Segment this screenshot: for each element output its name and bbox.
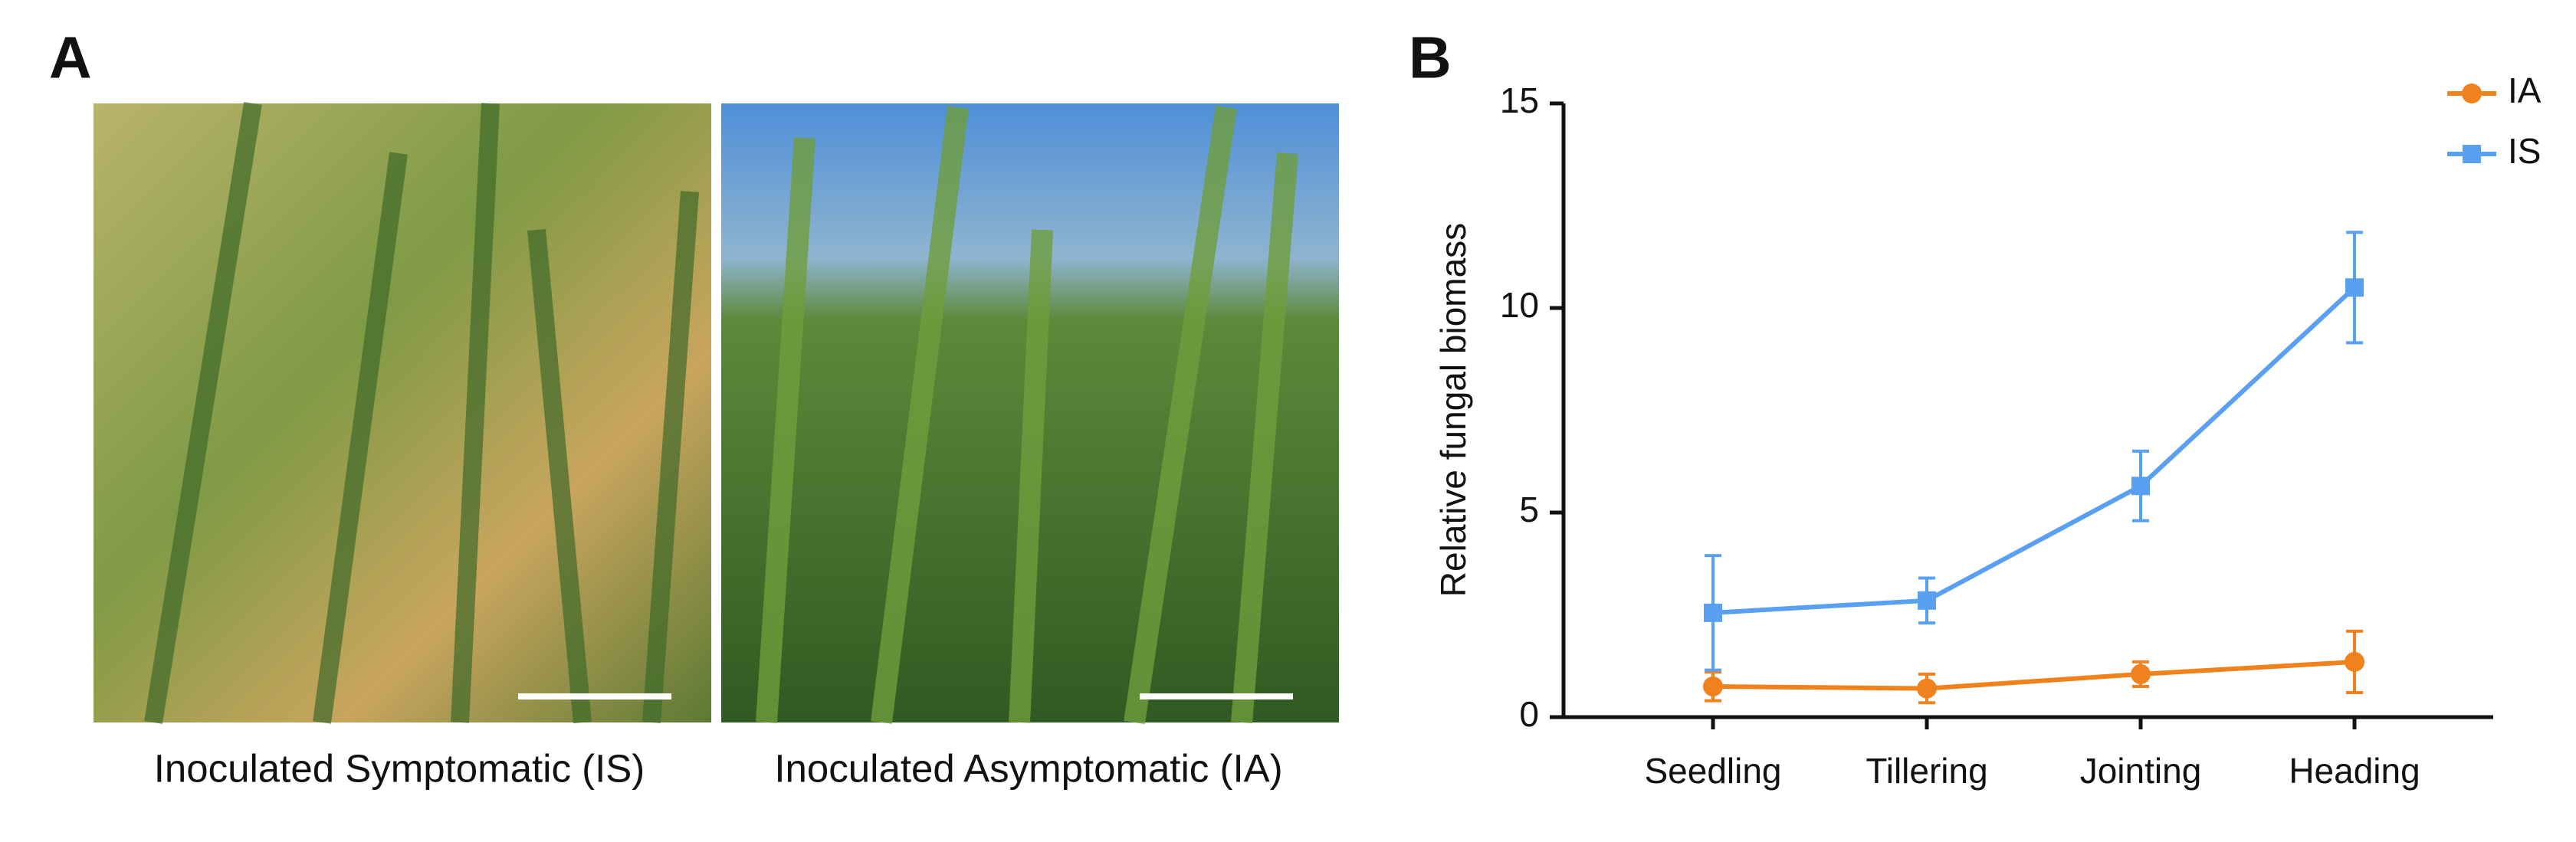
legend-marker [2462, 84, 2482, 103]
data-point [1918, 591, 1936, 610]
photo-caption: Inoculated Symptomatic (IS) [154, 746, 645, 790]
legend-label: IA [2508, 70, 2542, 110]
y-tick-label: 0 [1519, 694, 1539, 734]
data-point [2345, 278, 2364, 297]
data-point [1917, 678, 1937, 699]
y-tick-label: 10 [1500, 285, 1539, 325]
photo-caption: Inoculated Asymptomatic (IA) [774, 746, 1282, 790]
legend-marker [2463, 145, 2481, 163]
photo [721, 103, 1339, 725]
data-point [1703, 676, 1723, 696]
y-tick-label: 5 [1519, 490, 1539, 529]
data-point [2131, 663, 2151, 684]
panel-label: B [1409, 25, 1452, 90]
y-axis-title: Relative fungal biomass [1433, 223, 1473, 597]
y-tick-label: 15 [1500, 80, 1539, 120]
panel-label: A [49, 25, 92, 90]
x-tick-label: Jointing [2080, 751, 2202, 791]
data-point [2345, 651, 2364, 672]
photo [94, 102, 711, 724]
legend-label: IS [2508, 131, 2541, 171]
x-tick-label: Heading [2289, 751, 2420, 791]
data-point [2131, 477, 2150, 496]
x-tick-label: Seedling [1644, 751, 1781, 791]
series-line [1712, 659, 2355, 691]
series-line [1712, 286, 2357, 615]
data-point [1704, 603, 1722, 622]
x-tick-label: Tillering [1866, 751, 1987, 791]
